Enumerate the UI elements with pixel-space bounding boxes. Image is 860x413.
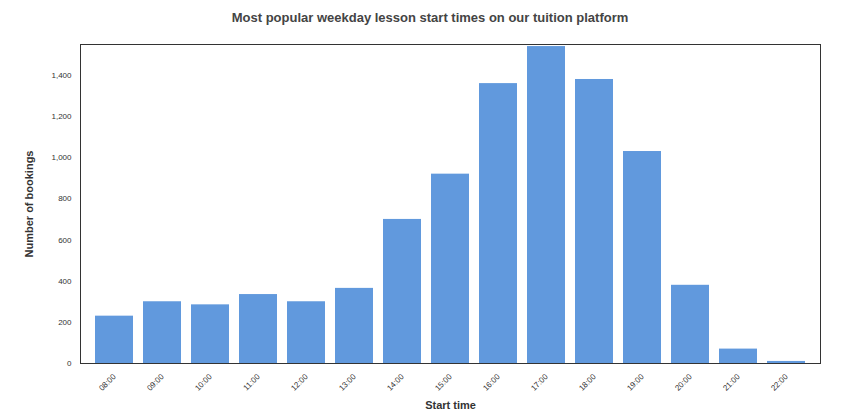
svg-text:22:00: 22:00 (769, 372, 790, 393)
svg-text:12:00: 12:00 (289, 372, 310, 393)
svg-text:0: 0 (67, 359, 72, 368)
svg-text:800: 800 (58, 194, 72, 203)
svg-text:08:00: 08:00 (97, 372, 118, 393)
svg-text:17:00: 17:00 (529, 372, 550, 393)
svg-text:1,000: 1,000 (51, 153, 72, 162)
svg-text:18:00: 18:00 (577, 372, 598, 393)
html-text:Most popular weekday lesson st: Most popular weekday lesson start times … (231, 10, 629, 25)
svg-text:11:00: 11:00 (242, 372, 262, 392)
svg-text:Start time: Start time (425, 399, 476, 411)
svg-text:14:00: 14:00 (385, 372, 406, 393)
svg-text:1,400: 1,400 (51, 71, 72, 80)
svg-text:Number of bookings: Number of bookings (23, 151, 35, 258)
svg-text:600: 600 (58, 236, 72, 245)
svg-text:200: 200 (58, 318, 72, 327)
svg-text:20:00: 20:00 (673, 372, 694, 393)
svg-text:21:00: 21:00 (721, 372, 742, 393)
svg-text:400: 400 (58, 277, 72, 286)
svg-text:16:00: 16:00 (481, 372, 502, 393)
svg-text:13:00: 13:00 (337, 372, 358, 393)
svg-text:09:00: 09:00 (145, 372, 166, 393)
svg-text:19:00: 19:00 (625, 372, 646, 393)
svg-text:1,200: 1,200 (51, 112, 72, 121)
svg-text:15:00: 15:00 (433, 372, 454, 393)
svg-text:10:00: 10:00 (193, 372, 214, 393)
